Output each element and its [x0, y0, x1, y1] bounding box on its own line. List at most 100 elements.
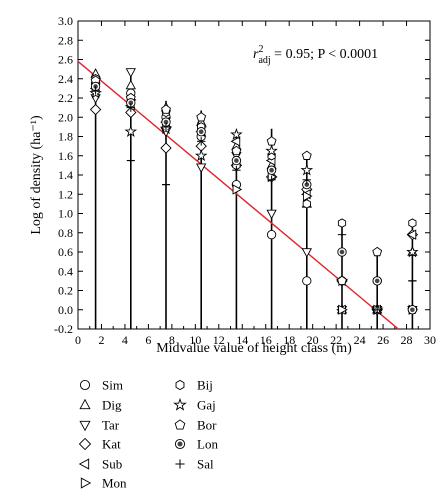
x-tick-label: 24 — [354, 333, 366, 347]
data-point-gaj — [230, 127, 243, 140]
legend-label: Tar — [102, 418, 120, 433]
x-axis-label: Midvalue value of height class (m) — [156, 341, 352, 356]
y-tick-label: 2.8 — [58, 33, 73, 47]
legend-item-sub: Sub — [78, 457, 122, 472]
legend-item-sal: Sal — [175, 457, 214, 472]
legend-label: Bor — [197, 418, 217, 433]
x-tick-label: 18 — [283, 333, 295, 347]
data-point-sub — [230, 136, 241, 147]
legend-item-lon: Lon — [174, 437, 218, 452]
data-point-kat — [89, 103, 102, 116]
data-point-tar — [266, 209, 277, 220]
data-point-bij — [408, 218, 417, 228]
data-point-bij — [302, 199, 311, 209]
legend-item-sim: Sim — [79, 378, 123, 393]
legend-label: Sal — [197, 457, 214, 472]
legend-marker-dig — [79, 398, 91, 410]
data-point-sub — [406, 229, 417, 240]
x-tick-label: 22 — [330, 333, 342, 347]
legend-marker-bij — [175, 379, 185, 391]
data-point-tar — [125, 68, 136, 78]
data-point-gaj — [194, 149, 208, 162]
data-point-sal — [373, 305, 382, 314]
y-tick-label: 1.2 — [58, 187, 73, 201]
y-tick-label: 1.6 — [58, 149, 73, 163]
data-point-sal — [126, 103, 135, 112]
data-point-gaj — [265, 144, 278, 157]
y-tick-label: 0.0 — [58, 303, 73, 317]
data-point-sal — [232, 165, 241, 175]
y-tick-label: 0.6 — [58, 245, 73, 259]
data-point-mon — [232, 184, 243, 195]
legend-item-bor: Bor — [174, 418, 217, 433]
legend-item-dig: Dig — [79, 398, 122, 413]
y-tick-label: 0.2 — [58, 284, 73, 298]
y-tick-label: 2.2 — [58, 91, 73, 105]
data-point-dig — [125, 79, 136, 90]
data-point-sim — [266, 230, 277, 240]
legend-label: Sim — [102, 378, 123, 393]
data-point-bor — [266, 136, 277, 146]
y-tick-label: 2.4 — [58, 72, 73, 86]
legend-item-bij: Bij — [175, 378, 213, 393]
legend-label: Sub — [102, 457, 122, 472]
data-point-lon — [407, 305, 418, 315]
data-point-lon — [126, 98, 136, 108]
data-point-gaj — [406, 245, 419, 258]
x-tick-label: 28 — [401, 333, 413, 347]
y-tick-label: -0.2 — [54, 322, 73, 336]
data-point-sal — [267, 175, 276, 185]
data-point-tar — [90, 94, 101, 104]
legend-marker-gaj — [173, 397, 187, 411]
legend-marker-lon — [174, 438, 186, 450]
data-point-bor — [161, 104, 171, 114]
data-point-sal — [197, 137, 206, 146]
x-tick-label: 2 — [98, 333, 104, 347]
data-point-lon — [196, 127, 206, 137]
legend-item-mon: Mon — [80, 476, 127, 491]
legend-marker-mon — [80, 477, 92, 489]
legend-marker-kat — [78, 437, 92, 451]
legend-item-gaj: Gaj — [173, 397, 216, 413]
data-point-bor — [337, 275, 347, 286]
x-tick-label: 10 — [189, 333, 201, 347]
y-tick-label: 2.0 — [58, 110, 73, 124]
y-tick-label: 1.4 — [58, 168, 73, 182]
legend-marker-tar — [79, 420, 91, 432]
data-point-sim — [302, 276, 312, 286]
legend-label: Kat — [102, 437, 121, 452]
data-point-sal — [91, 86, 100, 95]
legend-item-tar: Tar — [79, 418, 120, 433]
legend-item-kat: Kat — [78, 437, 121, 452]
x-tick-label: 6 — [145, 333, 151, 347]
data-point-bor — [231, 145, 242, 156]
y-tick-label: 1.8 — [58, 130, 73, 144]
legend-label: Mon — [102, 476, 127, 491]
data-point-mon — [338, 304, 348, 315]
legend-label: Gaj — [197, 398, 216, 413]
data-point-bor — [196, 112, 207, 122]
x-tick-label: 20 — [307, 333, 319, 347]
data-point-sal — [302, 175, 311, 185]
x-tick-label: 8 — [169, 333, 175, 347]
data-point-lon — [337, 247, 347, 257]
legend-marker-bor — [174, 419, 186, 430]
x-tick-label: 30 — [424, 333, 436, 347]
x-tick-label: 12 — [213, 333, 225, 347]
legend-label: Bij — [197, 378, 213, 393]
x-tick-label: 14 — [236, 333, 248, 347]
data-point-lon — [161, 117, 171, 127]
regression-line — [77, 60, 399, 330]
data-point-gaj — [124, 125, 138, 138]
data-point-sal — [161, 122, 171, 132]
data-point-bor — [301, 150, 312, 160]
legend-marker-sim — [79, 379, 91, 391]
data-point-gaj — [300, 163, 314, 176]
data-point-sal — [337, 230, 347, 239]
data-point-mon — [302, 191, 313, 202]
y-tick-label: 0.8 — [58, 226, 73, 240]
x-tick-label: 4 — [122, 333, 128, 347]
legend-marker-sal — [175, 459, 185, 469]
data-point-bor — [372, 246, 383, 257]
